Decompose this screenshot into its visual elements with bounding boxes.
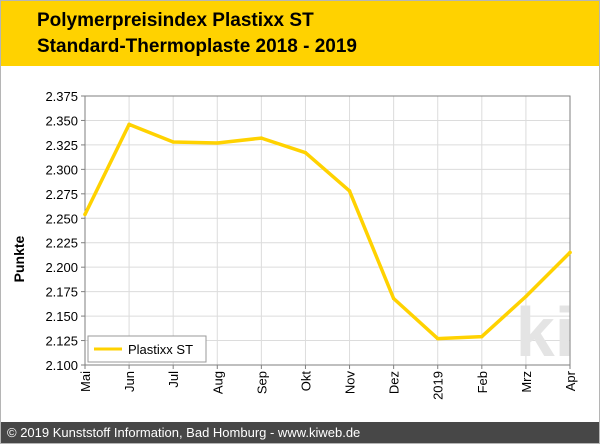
data-point <box>436 336 440 341</box>
y-tick-label: 2.100 <box>45 358 78 373</box>
x-tick-label: Jun <box>122 371 137 392</box>
x-tick-label: Dez <box>387 371 402 394</box>
chart-header: Polymerpreisindex Plastixx ST Standard-T… <box>1 1 599 66</box>
legend-label: Plastixx ST <box>128 342 193 357</box>
data-point <box>83 212 87 217</box>
y-tick-label: 2.325 <box>45 138 78 153</box>
y-axis-label: Punkte <box>11 235 27 282</box>
y-tick-label: 2.225 <box>45 236 78 251</box>
y-tick-label: 2.350 <box>45 113 78 128</box>
data-point <box>480 334 484 339</box>
y-tick-label: 2.300 <box>45 162 78 177</box>
data-point <box>215 141 219 145</box>
x-tick-label: Feb <box>475 371 490 393</box>
data-point <box>347 189 352 193</box>
data-point <box>259 136 264 140</box>
y-tick-label: 2.150 <box>45 309 78 324</box>
y-tick-label: 2.250 <box>45 211 78 226</box>
data-point <box>303 151 308 155</box>
x-tick-label: 2019 <box>431 371 446 400</box>
data-point <box>127 122 131 127</box>
y-tick-label: 2.275 <box>45 187 78 202</box>
x-tick-label: Aug <box>210 371 225 394</box>
y-tick-label: 2.125 <box>45 334 78 349</box>
y-tick-label: 2.175 <box>45 285 78 300</box>
x-tick-label: Apr <box>563 370 578 391</box>
y-tick-label: 2.375 <box>45 89 78 104</box>
x-tick-label: Nov <box>343 371 358 395</box>
x-tick-label: Mai <box>78 371 93 392</box>
kiweb-watermark-logo: ki <box>516 293 574 371</box>
data-point <box>568 250 572 255</box>
legend: Plastixx ST <box>87 335 207 363</box>
data-point <box>171 140 175 144</box>
series-lines <box>83 122 572 341</box>
x-tick-label: Sep <box>254 371 269 394</box>
x-tick-label: Okt <box>298 371 313 392</box>
data-point <box>524 294 528 299</box>
y-axis-ticks: 2.375 2.350 2.325 2.300 2.275 2.250 2.225 2.200… <box>45 89 85 373</box>
x-axis-ticks: Mai Jun Jul Aug Sep Okt Nov Dez 2019 Feb Mrz Apr <box>78 365 578 400</box>
x-tick-label: Jul <box>166 371 181 388</box>
copyright-text: © 2019 Kunststoff Information, Bad Hombu… <box>7 425 361 440</box>
page-subtitle: Standard-Thermoplaste 2018 - 2019 <box>37 36 357 57</box>
series-line-plastixx-st <box>83 122 572 341</box>
footer-bar: © 2019 Kunststoff Information, Bad Hombu… <box>1 422 599 443</box>
data-point <box>391 296 396 301</box>
line-chart: ki 2.3752.3502.3252.3002.2752.2502.2252.… <box>11 89 578 400</box>
x-tick-label: Mrz <box>519 371 534 393</box>
plot-area <box>84 95 571 366</box>
y-tick-label: 2.200 <box>45 260 78 275</box>
page-title: Polymerpreisindex Plastixx ST <box>37 10 314 31</box>
